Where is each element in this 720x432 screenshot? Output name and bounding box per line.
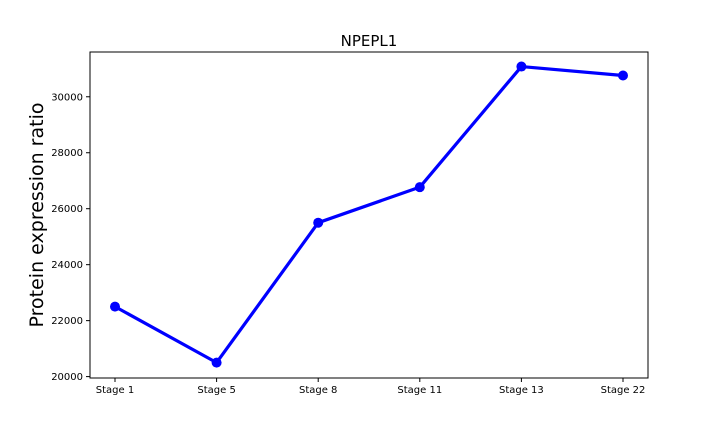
y-tick-label: 20000	[51, 372, 83, 383]
plot-frame	[89, 51, 649, 379]
y-tick-label: 22000	[51, 316, 83, 327]
y-tick-label: 26000	[51, 204, 83, 215]
series-line	[113, 64, 625, 365]
data-point	[618, 70, 628, 81]
data-point	[516, 61, 527, 72]
data-point	[313, 217, 324, 228]
data-point	[414, 182, 425, 193]
x-tick-label: Stage 11	[397, 385, 442, 396]
x-tick-label: Stage 5	[197, 385, 235, 396]
chart-title: NPEPL1	[341, 32, 398, 50]
x-tick-label: Stage 1	[96, 385, 134, 396]
y-tick-label: 28000	[51, 148, 83, 159]
data-point	[110, 301, 120, 312]
series-npepl1	[110, 61, 628, 368]
x-axis: Stage 1 Stage 5 Stage 8 Stage 11 Stage 13 Sta…	[96, 378, 646, 396]
y-axis-label: Protein expression ratio	[26, 103, 48, 328]
x-tick-label: Stage 13	[499, 385, 544, 396]
x-tick-label: Stage 8	[299, 385, 337, 396]
y-axis: 20000 22000 24000 26000 28000 30000	[51, 92, 90, 383]
data-point	[211, 357, 222, 368]
y-tick-label: 30000	[51, 92, 83, 103]
x-tick-label: Stage 22	[601, 385, 646, 396]
y-tick-label: 24000	[51, 260, 83, 271]
